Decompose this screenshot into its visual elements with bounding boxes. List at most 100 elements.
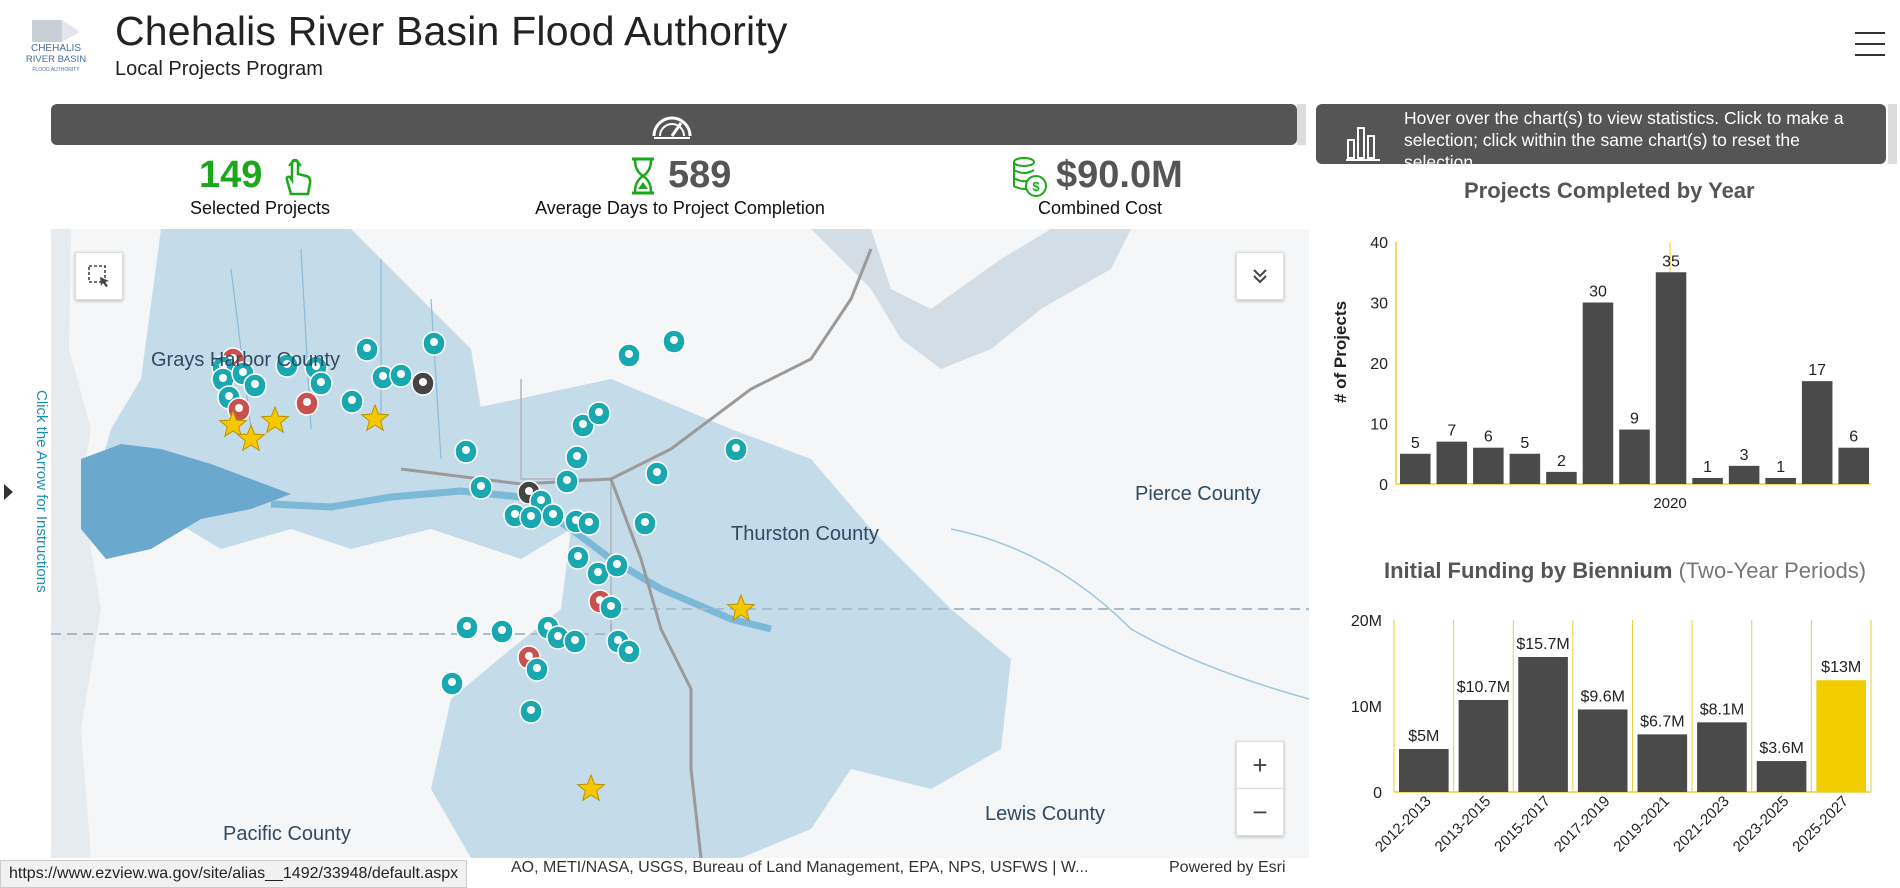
- project-marker-dot: [477, 482, 485, 490]
- chart2-category-label: 2012-2013: [1372, 793, 1435, 856]
- project-marker-dot: [527, 706, 535, 714]
- chart1-data-label: 17: [1808, 362, 1826, 379]
- project-marker-dot: [571, 636, 579, 644]
- project-marker-dot: [732, 444, 740, 452]
- chart-title-funding: Initial Funding by Biennium (Two-Year Pe…: [1384, 558, 1866, 584]
- indicator-header-bar: [51, 104, 1297, 145]
- project-marker-dot: [430, 338, 438, 346]
- chart2-category-label: 2013-2015: [1432, 793, 1495, 856]
- chart-title-funding-sub: (Two-Year Periods): [1678, 558, 1867, 583]
- projects-by-year-chart[interactable]: # of Projects 0 10 20 30 40 2020 5 7 6 5 2 30 9 35 1 3…: [1316, 222, 1886, 522]
- chart2-bar: [1458, 699, 1509, 792]
- chart1-data-label: 7: [1447, 423, 1456, 440]
- completed-project-star: [576, 773, 606, 802]
- chart1-bar: [1765, 477, 1796, 484]
- project-marker-dot: [462, 446, 470, 454]
- project-marker-dot: [363, 344, 371, 352]
- chart1-bar: [1801, 381, 1833, 484]
- map-label-pacific: Pacific County: [223, 823, 351, 845]
- completed-project-star: [360, 403, 390, 432]
- funding-by-biennium-chart[interactable]: 0 10M 20M $5M 2012-2013 $10.7M 2013-2015 $15.7…: [1316, 598, 1886, 886]
- selected-projects-label: Selected Projects: [189, 198, 331, 218]
- project-marker-dot: [641, 518, 649, 526]
- header-scrollbar[interactable]: [1297, 104, 1306, 145]
- project-marker-dot: [544, 622, 552, 630]
- combined-cost-label: Combined Cost: [1037, 198, 1163, 218]
- expand-arrow-icon[interactable]: [4, 484, 13, 500]
- chart2-ytick-label: 0: [1373, 785, 1382, 802]
- project-marker-dot: [397, 370, 405, 378]
- project-marker-dot: [239, 368, 247, 376]
- chart2-ytick-label: 10M: [1351, 699, 1382, 716]
- chart1-ytick-label: 40: [1370, 235, 1388, 252]
- hamburger-menu-icon[interactable]: [1855, 32, 1885, 60]
- map-label-thurston: Thurston County: [731, 523, 879, 545]
- page-title: Chehalis River Basin Flood Authority: [115, 8, 788, 54]
- completed-project-star: [260, 405, 290, 434]
- instructions-side-tab[interactable]: Click the Arrow for Instructions: [33, 390, 50, 593]
- chart-instructions-bar: Hover over the chart(s) to view statisti…: [1316, 104, 1886, 164]
- chart1-data-label: 30: [1589, 284, 1607, 301]
- project-marker-dot: [348, 396, 356, 404]
- project-marker-dot: [613, 560, 621, 568]
- chart1-data-label: 6: [1849, 429, 1858, 446]
- chart1-bar: [1582, 302, 1614, 484]
- chart2-bar: [1756, 761, 1807, 792]
- project-marker-dot: [533, 664, 541, 672]
- project-marker-dot: [585, 518, 593, 526]
- combined-cost-indicator: $ $90.0M: [1012, 154, 1183, 197]
- project-marker-dot: [511, 510, 519, 518]
- chart2-bar: [1577, 709, 1628, 792]
- expand-panel-button[interactable]: [1236, 252, 1284, 300]
- project-marker-dot: [607, 602, 615, 610]
- hourglass-icon: [632, 157, 654, 195]
- project-map[interactable]: Grays Harbor County Thurston County Pier…: [51, 229, 1309, 858]
- status-bar-url: https://www.ezview.wa.gov/site/alias__14…: [0, 860, 468, 888]
- map-label-grays-harbor: Grays Harbor County: [151, 349, 340, 371]
- project-marker-dot: [303, 398, 311, 406]
- project-marker-dot: [595, 408, 603, 416]
- project-marker-dot: [527, 512, 535, 520]
- project-marker-dot: [537, 496, 545, 504]
- select-area-button[interactable]: [75, 252, 123, 300]
- chart1-ylabel: # of Projects: [1331, 301, 1350, 403]
- chart1-data-label: 6: [1484, 429, 1493, 446]
- project-marker-dot: [573, 452, 581, 460]
- instructions-scrollbar[interactable]: [1888, 104, 1897, 164]
- project-marker-dot: [225, 392, 233, 400]
- zoom-out-button[interactable]: −: [1236, 788, 1284, 836]
- page-subtitle: Local Projects Program: [115, 58, 323, 80]
- avg-days-label: Average Days to Project Completion: [535, 198, 825, 218]
- chart-instructions-text: Hover over the chart(s) to view statisti…: [1404, 108, 1844, 164]
- select-region-icon: [88, 265, 109, 287]
- basemap: [51, 229, 1309, 858]
- chart2-data-label: $8.1M: [1700, 701, 1744, 718]
- project-marker-dot: [625, 646, 633, 654]
- chart1-bar: [1838, 447, 1869, 484]
- chart2-category-label: 2017-2019: [1551, 793, 1614, 856]
- chart2-data-label: $13M: [1821, 659, 1861, 676]
- gauge-icon: [652, 116, 692, 139]
- project-marker-dot: [317, 378, 325, 386]
- completed-project-star: [236, 423, 266, 452]
- zoom-in-button[interactable]: +: [1236, 741, 1284, 789]
- chart1-data-label: 3: [1740, 447, 1749, 464]
- completed-project-star: [218, 409, 248, 438]
- chart1-data-label: 35: [1662, 253, 1680, 270]
- powered-by-esri[interactable]: Powered by Esri: [1169, 859, 1286, 876]
- chart1-bar: [1436, 441, 1468, 484]
- chart2-data-label: $6.7M: [1640, 713, 1684, 730]
- logo-text-2: RIVER BASIN: [26, 54, 86, 65]
- project-marker-dot: [625, 350, 633, 358]
- chart2-bar: [1816, 680, 1866, 792]
- project-marker-dot: [653, 468, 661, 476]
- chart2-category-label: 2021-2023: [1670, 793, 1733, 856]
- chart1-data-label: 5: [1411, 435, 1420, 452]
- coins-icon: $: [1013, 157, 1047, 197]
- chart2-ytick-label: 20M: [1351, 613, 1382, 630]
- attribution-text: AO, METI/NASA, USGS, Bureau of Land Mana…: [511, 859, 1089, 876]
- chart2-data-label: $10.7M: [1457, 679, 1510, 696]
- chart1-data-label: 2: [1557, 453, 1566, 470]
- chart2-category-label: 2025-2027: [1789, 793, 1852, 856]
- chart2-bar: [1518, 656, 1568, 792]
